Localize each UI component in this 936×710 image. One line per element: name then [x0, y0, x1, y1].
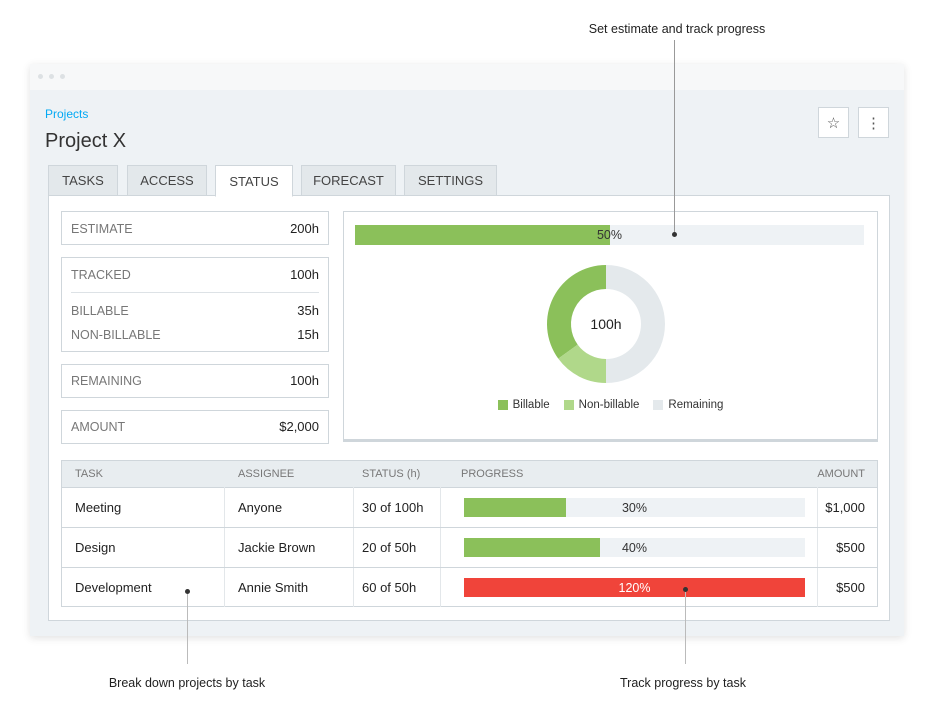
table-cell: Development — [75, 580, 152, 595]
summary-value: 35h — [297, 303, 319, 318]
column-header: TASK — [75, 468, 103, 480]
summary-label: BILLABLE — [71, 304, 129, 318]
row-divider — [62, 527, 877, 528]
task-table: TASK ASSIGNEE STATUS (h) PROGRESS AMOUNT Meet… — [61, 460, 878, 607]
donut-segment — [547, 265, 606, 359]
progress-bar: 40% — [464, 538, 805, 557]
table-cell: Annie Smith — [238, 580, 309, 595]
table-cell: Design — [75, 540, 116, 555]
column-divider — [224, 487, 225, 607]
legend-swatch — [497, 400, 508, 410]
column-header: PROGRESS — [461, 468, 524, 480]
annotation: Break down projects by task — [108, 676, 266, 690]
summary-label: ESTIMATE — [71, 222, 133, 236]
legend-item: Billable — [497, 399, 550, 411]
legend-label: Non-billable — [578, 399, 640, 411]
summary-box — [61, 364, 329, 398]
progress-bar: 120% — [464, 578, 805, 597]
table-cell: 20 of 50h — [362, 540, 417, 555]
summary-label: AMOUNT — [71, 420, 126, 434]
donut-center-label: 100h — [590, 316, 621, 332]
app-window: Projects Project X ☆ ⋮ TASKS ACCESS STAT… — [30, 40, 904, 636]
menu-button[interactable]: ⋮ — [858, 107, 889, 138]
page-title: Project X — [45, 130, 127, 152]
divider — [71, 292, 319, 293]
progress-fill — [355, 225, 610, 245]
title-bar — [30, 64, 904, 90]
donut-segment — [606, 265, 665, 383]
progress-bar: 30% — [464, 498, 805, 517]
summary-value: $2,000 — [279, 419, 319, 434]
progress-label: 50% — [596, 228, 623, 242]
legend: Billable Non-billable Remaining — [343, 399, 878, 411]
donut-segment — [558, 344, 606, 383]
legend-item: Non-billable — [563, 399, 640, 411]
column-divider — [353, 487, 354, 607]
column-divider — [440, 487, 441, 607]
callout-line — [685, 592, 686, 664]
summary-value: 100h — [290, 267, 319, 282]
progress-track — [464, 578, 805, 597]
star-button[interactable]: ☆ — [818, 107, 849, 138]
annotation: Set estimate and track progress — [588, 22, 766, 36]
legend-item: Remaining — [653, 399, 723, 411]
window-dot — [38, 74, 43, 79]
progress-label: 30% — [621, 500, 648, 515]
column-header: STATUS (h) — [362, 468, 421, 480]
table-cell: Anyone — [238, 500, 283, 515]
summary-box — [61, 211, 329, 245]
column-divider — [817, 487, 818, 607]
progress-track — [355, 225, 864, 245]
table-cell: 30 of 100h — [362, 500, 424, 515]
overall-progress: 50% — [355, 225, 864, 245]
table-cell: Jackie Brown — [238, 540, 316, 555]
chart-box — [343, 211, 878, 442]
progress-label: 40% — [621, 540, 648, 555]
callout-dot — [683, 587, 688, 592]
table-cell: Meeting — [75, 500, 122, 515]
summary-label: TRACKED — [71, 268, 131, 282]
table-cell: $500 — [836, 540, 865, 555]
legend-label: Billable — [512, 399, 550, 411]
progress-fill — [464, 498, 567, 517]
window-dot — [49, 74, 54, 79]
table-cell: $500 — [836, 580, 865, 595]
summary-box — [61, 410, 329, 444]
column-header: ASSIGNEE — [238, 468, 295, 480]
tab[interactable]: FORECAST — [301, 165, 396, 196]
annotation: Track progress by task — [620, 676, 746, 690]
callout-dot — [672, 232, 677, 237]
progress-track — [464, 538, 805, 557]
window-dot — [60, 74, 65, 79]
tab-active[interactable]: STATUS — [215, 165, 293, 197]
donut-chart: 100h — [547, 265, 665, 383]
progress-fill — [464, 578, 805, 597]
row-divider — [62, 567, 877, 568]
summary-value: 200h — [290, 221, 319, 236]
table-cell: $1,000 — [825, 500, 865, 515]
summary-label: NON-BILLABLE — [71, 328, 161, 342]
legend-label: Remaining — [668, 399, 724, 411]
progress-fill — [464, 538, 601, 557]
summary-value: 100h — [290, 373, 319, 388]
table-header — [62, 461, 877, 488]
table-cell: 60 of 50h — [362, 580, 417, 595]
callout-dot — [185, 589, 190, 594]
progress-label: 120% — [618, 580, 651, 595]
summary-value: 15h — [297, 327, 319, 342]
tab[interactable]: SETTINGS — [404, 165, 497, 196]
tab[interactable]: TASKS — [48, 165, 118, 196]
legend-swatch — [563, 400, 574, 410]
callout-line — [674, 40, 675, 234]
summary-label: REMAINING — [71, 374, 142, 388]
progress-track — [464, 498, 805, 517]
tab[interactable]: ACCESS — [127, 165, 207, 196]
breadcrumb[interactable]: Projects — [45, 107, 89, 121]
callout-line — [187, 594, 188, 664]
legend-swatch — [653, 400, 664, 410]
column-header: AMOUNT — [817, 468, 865, 480]
summary-box — [61, 257, 329, 352]
